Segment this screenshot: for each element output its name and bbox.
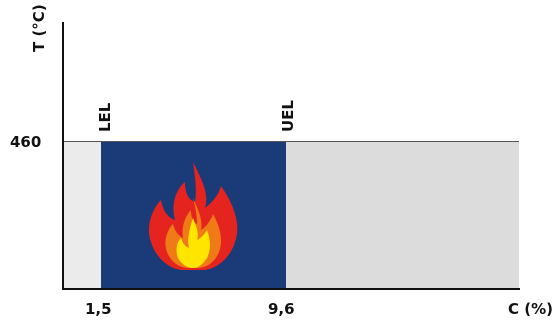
- flame-inner: [176, 218, 210, 268]
- y-axis-line: [62, 22, 64, 288]
- x-axis-label: C (%): [508, 300, 553, 318]
- uel-label: UEL: [279, 100, 297, 132]
- temperature-tick-label: 460: [10, 133, 42, 151]
- below-lel-region: [64, 142, 101, 288]
- flame-icon: [148, 162, 238, 270]
- lel-value-label: 1,5: [85, 300, 112, 318]
- autoignition-line: [64, 141, 519, 142]
- x-axis-line: [62, 288, 520, 290]
- uel-value-label: 9,6: [268, 300, 295, 318]
- y-axis-label: T (°C): [30, 4, 48, 52]
- above-uel-region: [286, 142, 519, 288]
- lel-label: LEL: [96, 102, 114, 132]
